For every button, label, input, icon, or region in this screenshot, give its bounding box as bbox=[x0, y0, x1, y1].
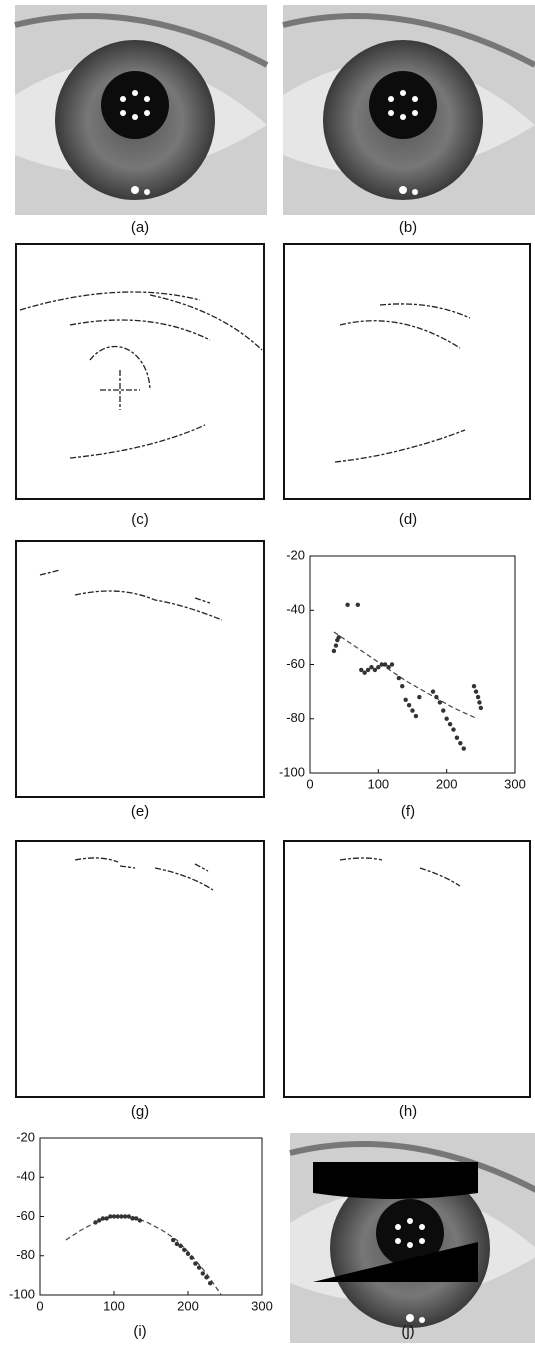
point bbox=[122, 1214, 128, 1219]
point bbox=[345, 602, 350, 608]
point bbox=[451, 727, 456, 732]
point bbox=[403, 697, 408, 702]
y-tick-label: -20 bbox=[16, 1129, 35, 1144]
point bbox=[458, 740, 463, 746]
point bbox=[444, 716, 449, 721]
point bbox=[111, 1214, 117, 1219]
point bbox=[365, 667, 371, 673]
point bbox=[437, 700, 443, 705]
point bbox=[355, 602, 361, 608]
point bbox=[434, 694, 439, 700]
plot-frame bbox=[39, 1137, 263, 1296]
point bbox=[193, 1261, 198, 1266]
x-tick-label: 300 bbox=[251, 1298, 273, 1313]
y-tick-label: -100 bbox=[279, 764, 305, 779]
point bbox=[97, 1218, 102, 1223]
point bbox=[130, 1216, 135, 1221]
point bbox=[134, 1216, 139, 1221]
y-tick-label: -40 bbox=[16, 1169, 35, 1184]
point bbox=[379, 662, 384, 667]
point bbox=[406, 702, 412, 708]
point bbox=[200, 1271, 205, 1276]
point bbox=[189, 1255, 194, 1260]
point bbox=[477, 700, 482, 705]
panel-label: (b) bbox=[399, 219, 417, 236]
x-tick-label: 200 bbox=[177, 1298, 199, 1313]
x-tick-label: 0 bbox=[306, 776, 313, 791]
y-tick-label: -40 bbox=[286, 602, 305, 617]
point bbox=[400, 684, 405, 689]
point bbox=[430, 689, 436, 694]
eye-image bbox=[15, 5, 267, 215]
point bbox=[115, 1214, 120, 1219]
point bbox=[204, 1275, 209, 1280]
point bbox=[396, 675, 402, 681]
point bbox=[461, 746, 466, 751]
point bbox=[410, 708, 415, 713]
point bbox=[178, 1243, 183, 1249]
point bbox=[104, 1216, 109, 1221]
point bbox=[372, 667, 378, 673]
edge-map bbox=[15, 243, 531, 1098]
point bbox=[441, 708, 446, 713]
fit-curve bbox=[333, 631, 478, 720]
panel-label: (h) bbox=[399, 1103, 417, 1120]
point bbox=[382, 662, 388, 667]
panel-label: (j) bbox=[401, 1323, 414, 1340]
point bbox=[171, 1237, 176, 1243]
x-tick-label: 0 bbox=[36, 1298, 43, 1313]
point bbox=[376, 665, 381, 670]
point bbox=[475, 694, 481, 700]
point bbox=[369, 665, 374, 670]
y-tick-label: -60 bbox=[16, 1208, 35, 1223]
point bbox=[454, 735, 460, 740]
plot-frame bbox=[309, 555, 516, 774]
panel-label: (c) bbox=[131, 511, 149, 528]
point bbox=[417, 694, 422, 700]
x-tick-label: 100 bbox=[103, 1298, 125, 1313]
point bbox=[185, 1251, 191, 1256]
point bbox=[359, 667, 364, 673]
y-tick-label: -100 bbox=[9, 1286, 35, 1301]
point bbox=[362, 670, 367, 675]
point bbox=[108, 1214, 113, 1219]
x-tick-label: 100 bbox=[367, 776, 389, 791]
y-tick-label: -80 bbox=[286, 710, 305, 725]
point bbox=[389, 662, 395, 667]
x-tick-label: 200 bbox=[436, 776, 458, 791]
panel-label: (e) bbox=[131, 803, 149, 820]
panel-label: (d) bbox=[399, 511, 417, 528]
point bbox=[336, 635, 341, 640]
point bbox=[126, 1214, 131, 1219]
point bbox=[119, 1214, 124, 1219]
point bbox=[413, 713, 419, 719]
point bbox=[182, 1247, 187, 1253]
panel-label: (f) bbox=[401, 803, 415, 820]
point bbox=[473, 689, 479, 694]
y-tick-label: -80 bbox=[16, 1247, 35, 1262]
point bbox=[386, 665, 391, 670]
point bbox=[196, 1265, 202, 1270]
point bbox=[208, 1281, 213, 1286]
y-tick-label: -20 bbox=[286, 547, 305, 562]
x-tick-label: 300 bbox=[504, 776, 526, 791]
y-tick-label: -60 bbox=[286, 656, 305, 671]
panel-label: (i) bbox=[133, 1323, 146, 1340]
point bbox=[174, 1241, 180, 1247]
point bbox=[100, 1216, 106, 1221]
masked-eye bbox=[290, 1133, 535, 1343]
point bbox=[478, 705, 484, 711]
point bbox=[137, 1218, 143, 1223]
panel-label: (g) bbox=[131, 1103, 149, 1120]
point bbox=[333, 643, 339, 648]
eye-image bbox=[283, 5, 535, 215]
panel-label: (a) bbox=[131, 219, 149, 236]
point bbox=[331, 648, 337, 654]
point bbox=[93, 1220, 98, 1225]
point bbox=[471, 684, 477, 689]
point bbox=[447, 721, 453, 727]
